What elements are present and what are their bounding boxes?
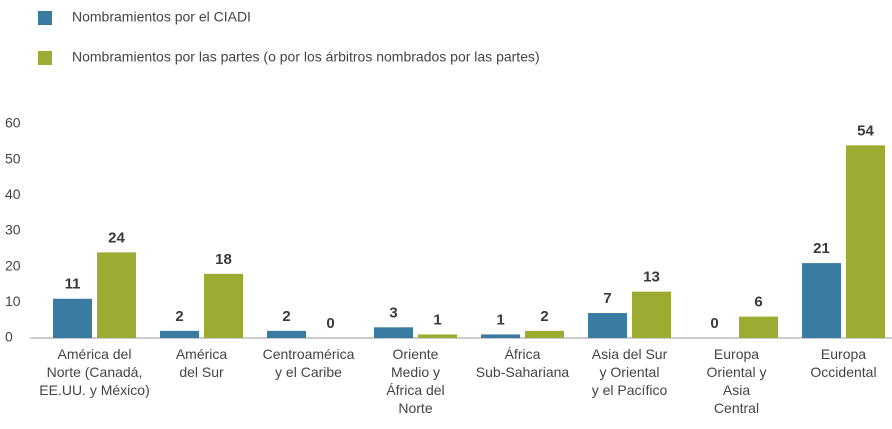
bar bbox=[481, 334, 520, 338]
x-tick-label: Asia del Sur y Oriental y el Pacífico bbox=[592, 346, 668, 398]
y-tick-label: 0 bbox=[5, 329, 13, 345]
bar bbox=[802, 263, 841, 338]
bar bbox=[418, 334, 457, 338]
bar bbox=[204, 273, 243, 338]
legend-swatch bbox=[38, 51, 52, 65]
bar bbox=[632, 291, 671, 338]
value-label: 18 bbox=[215, 251, 232, 268]
y-tick-label: 50 bbox=[5, 150, 21, 166]
value-label: 2 bbox=[282, 308, 290, 325]
value-label: 3 bbox=[389, 304, 397, 321]
legend-swatch bbox=[38, 11, 52, 25]
value-label: 13 bbox=[643, 269, 660, 286]
value-label: 11 bbox=[65, 276, 81, 293]
bar bbox=[739, 316, 778, 338]
value-label: 1 bbox=[433, 311, 441, 328]
value-label: 0 bbox=[326, 315, 334, 332]
bar bbox=[160, 330, 199, 338]
x-tick-label: África Sub-Sahariana bbox=[476, 346, 570, 380]
bar bbox=[267, 330, 306, 338]
value-label: 1 bbox=[496, 311, 504, 328]
bar bbox=[525, 330, 564, 338]
legend-label: Nombramientos por el CIADI bbox=[72, 9, 251, 25]
value-label: 7 bbox=[603, 290, 611, 307]
value-label: 54 bbox=[857, 122, 874, 139]
x-tick-label: Europa Oriental y Asia Central bbox=[707, 346, 767, 416]
value-label: 2 bbox=[175, 308, 183, 325]
value-label: 21 bbox=[813, 240, 830, 257]
bar bbox=[53, 298, 92, 338]
y-tick-label: 30 bbox=[5, 222, 21, 238]
legend-label: Nombramientos por las partes (o por los … bbox=[72, 49, 540, 65]
value-label: 0 bbox=[710, 315, 718, 332]
bar bbox=[97, 252, 136, 338]
value-label: 6 bbox=[754, 294, 762, 311]
x-tick-label: Oriente Medio y África del Norte bbox=[386, 346, 444, 416]
y-tick-label: 20 bbox=[5, 257, 21, 273]
y-tick-label: 60 bbox=[5, 115, 21, 131]
bar bbox=[374, 327, 413, 338]
y-tick-label: 40 bbox=[5, 186, 21, 202]
bar bbox=[846, 145, 885, 338]
x-tick-label: América del Sur bbox=[176, 346, 228, 380]
x-tick-label: América del Norte (Canadá, EE.UU. y México… bbox=[39, 346, 149, 398]
value-label: 2 bbox=[540, 308, 548, 325]
bar bbox=[588, 313, 627, 338]
y-tick-label: 10 bbox=[5, 293, 21, 309]
value-label: 24 bbox=[108, 229, 125, 246]
x-tick-label: Europa Occidental bbox=[810, 346, 876, 380]
x-tick-label: Centroamérica y el Caribe bbox=[263, 346, 355, 380]
